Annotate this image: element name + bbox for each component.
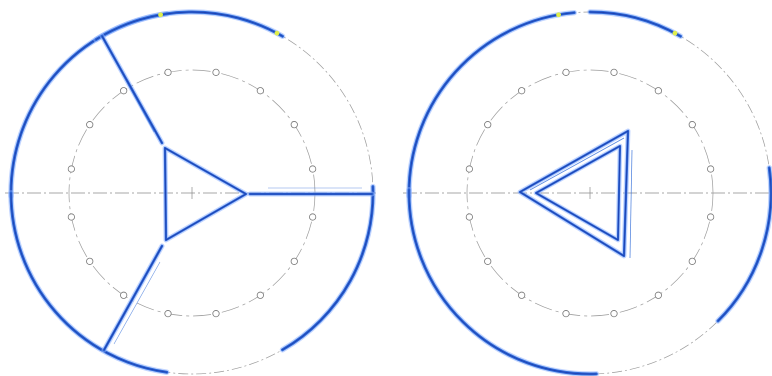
outer-arc-edge [717,167,772,322]
outer-arc [407,11,576,198]
bolt-circle [466,69,714,317]
triangle-outline [163,146,248,242]
right-markers [556,12,678,36]
yellow-marker [158,12,163,18]
yellow-marker [672,30,678,36]
bolt-hole [67,213,75,221]
spoke-upper-edge [101,35,163,144]
bolt-hole [610,310,618,318]
spoke-lower-edge [103,245,163,351]
bolt-hole [120,291,128,299]
triangle-outline-edge [164,147,247,241]
bolt-hole [164,310,172,318]
outer-arc-glow [406,187,600,376]
right-small-circles [465,68,715,318]
right-center-triangle [517,128,633,259]
bolt-hole [562,310,570,318]
left-markers [158,12,280,36]
bolt-hole [290,257,298,265]
bolt-hole [86,121,94,129]
yellow-marker [274,30,280,36]
bolt-hole [610,68,618,76]
bolt-hole [212,310,220,318]
outer-arc [407,188,598,376]
bolt-hole [518,87,526,95]
bolt-hole [86,257,94,265]
bolt-hole [212,68,220,76]
right-centerlines [403,187,772,199]
triangle-extra-line [529,137,625,191]
bolt-hole [484,257,492,265]
bolt-hole [309,165,317,173]
bolt-hole [309,213,317,221]
yellow-marker [556,12,561,18]
bolt-hole [484,121,492,129]
bolt-hole [654,291,662,299]
bolt-hole [562,68,570,76]
outer-arc-edge [10,192,168,373]
bolt-hole [120,87,128,95]
bolt-hole [688,121,696,129]
outer-arc-edge [408,189,597,375]
bolt-hole [654,87,662,95]
bolt-hole [707,165,715,173]
bolt-hole [256,87,264,95]
outer-arc-glow [587,9,684,39]
outer-arc-edge [282,186,374,351]
outer-arc-glow [279,183,376,353]
triangle-extra-line [629,149,633,259]
spoke-lower-offset [113,261,161,345]
triangle-outline-glow [162,145,249,243]
left-center-triangle [162,145,249,243]
outer-arc-edge [95,11,283,40]
bolt-hole [256,291,264,299]
bolt-hole [290,121,298,129]
bolt-hole [67,165,75,173]
bolt-hole [688,257,696,265]
bolt-hole [465,213,473,221]
bolt-hole [707,213,715,221]
outer-arc-edge [589,11,681,37]
triangle-outer-edge [519,130,629,257]
right-view [403,9,772,376]
outer-arc [716,166,772,323]
left-outer-arcs [8,9,376,375]
left-small-circles [67,68,317,318]
bolt-hole [518,291,526,299]
right-outer-arcs [406,9,772,376]
spoke-upper-offset [107,47,155,133]
left-view [5,9,379,375]
left-spokes [99,33,375,353]
outer-arc-edge [408,12,575,197]
bolt-hole [164,68,172,76]
triangle-inner-edge [535,145,621,241]
bolt-hole [465,165,473,173]
